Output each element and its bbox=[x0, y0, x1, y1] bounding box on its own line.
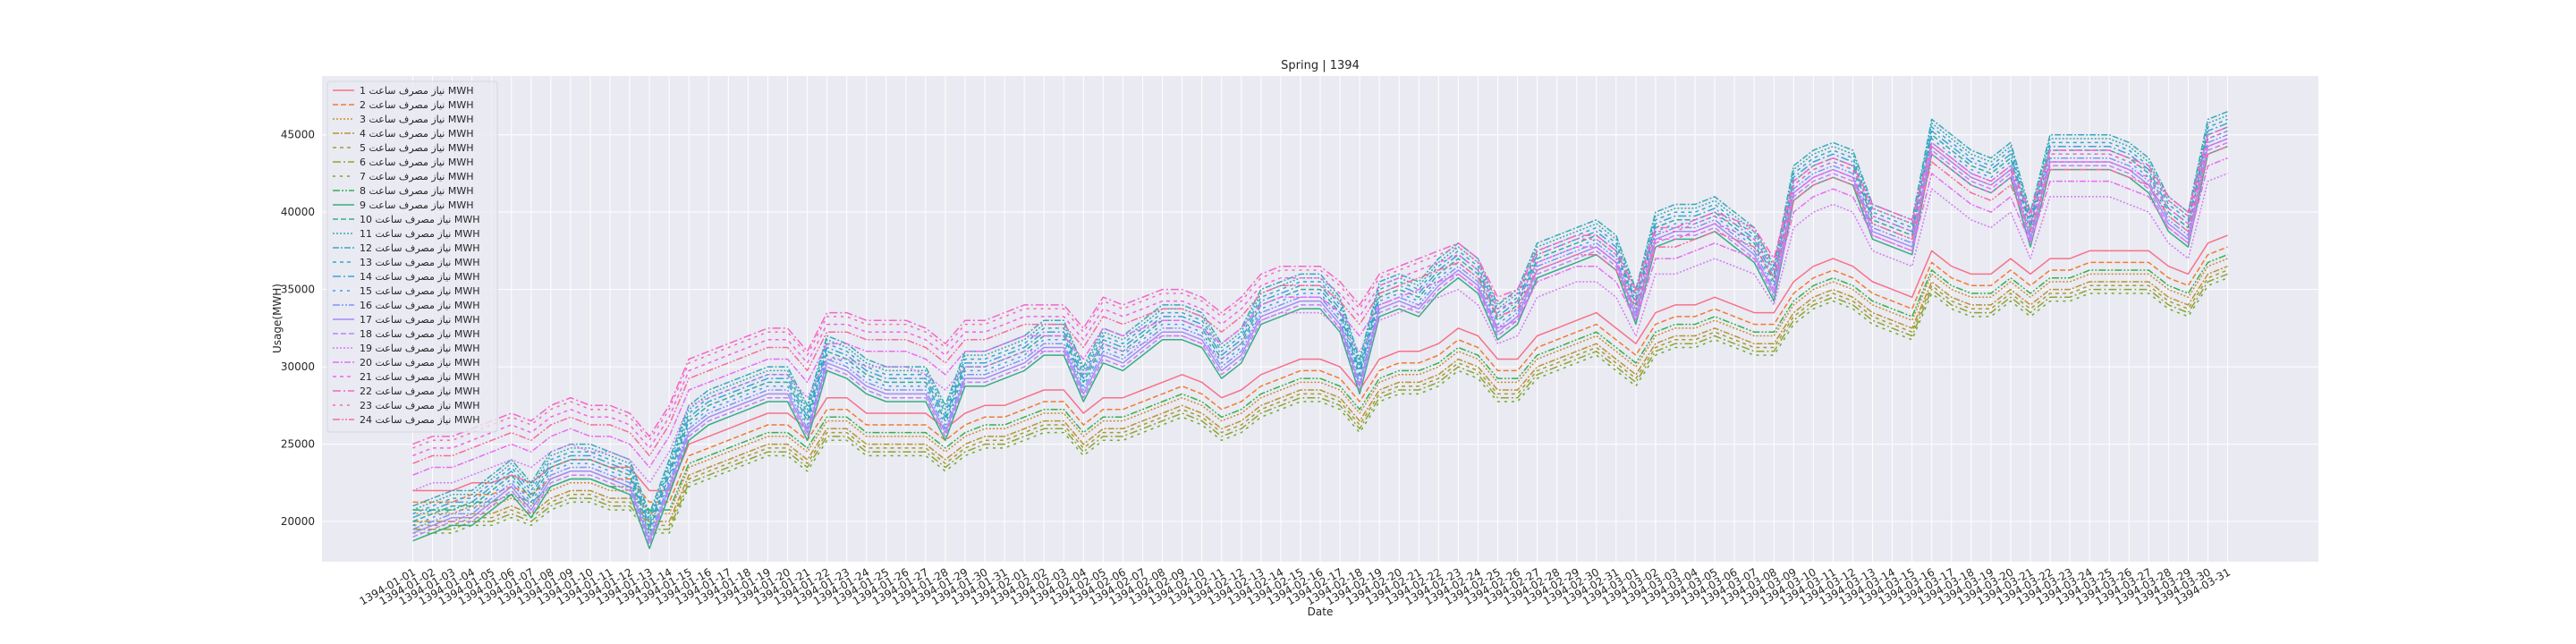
legend-box bbox=[326, 80, 498, 433]
legend-label: نیاز مصرف ساعت 4 MWH bbox=[360, 128, 474, 140]
legend-label: نیاز مصرف ساعت 14 MWH bbox=[360, 271, 480, 283]
y-tick-label: 25000 bbox=[281, 438, 315, 451]
legend-label: نیاز مصرف ساعت 12 MWH bbox=[360, 242, 480, 254]
legend-label: نیاز مصرف ساعت 10 MWH bbox=[360, 214, 480, 225]
y-tick-label: 45000 bbox=[281, 129, 315, 141]
lines bbox=[412, 111, 2228, 550]
y-tick-label: 30000 bbox=[281, 360, 315, 373]
series-line bbox=[412, 141, 2228, 546]
legend-label: نیاز مصرف ساعت 19 MWH bbox=[360, 343, 480, 354]
x-axis-label: Date bbox=[1308, 606, 1334, 618]
series-line bbox=[412, 126, 2228, 445]
legend-label: نیاز مصرف ساعت 6 MWH bbox=[360, 157, 474, 168]
legend-label: نیاز مصرف ساعت 8 MWH bbox=[360, 185, 474, 197]
series-line bbox=[412, 246, 2228, 504]
legend: نیاز مصرف ساعت 1 MWH نیاز مصرف ساعت 2 MWH… bbox=[326, 80, 498, 433]
legend-label: نیاز مصرف ساعت 20 MWH bbox=[360, 357, 480, 369]
legend-label: نیاز مصرف ساعت 22 MWH bbox=[360, 386, 480, 397]
legend-label: نیاز مصرف ساعت 3 MWH bbox=[360, 114, 474, 125]
y-axis-label: Usage(MWH) bbox=[271, 284, 284, 353]
series-line bbox=[412, 173, 2228, 492]
legend-label: نیاز مصرف ساعت 16 MWH bbox=[360, 300, 480, 311]
series-line bbox=[412, 138, 2228, 457]
series-line bbox=[412, 157, 2228, 476]
legend-label: نیاز مصرف ساعت 11 MWH bbox=[360, 228, 480, 240]
series-line bbox=[412, 111, 2228, 515]
series-line bbox=[412, 130, 2228, 449]
legend-label: نیاز مصرف ساعت 17 MWH bbox=[360, 314, 480, 326]
series-line bbox=[412, 254, 2228, 511]
series-line bbox=[412, 266, 2228, 522]
y-tick-label: 20000 bbox=[281, 515, 315, 528]
legend-label: نیاز مصرف ساعت 24 MWH bbox=[360, 414, 480, 426]
y-tick-label: 40000 bbox=[281, 206, 315, 218]
legend-label: نیاز مصرف ساعت 23 MWH bbox=[360, 400, 480, 411]
series-line bbox=[412, 234, 2228, 492]
series-line bbox=[412, 134, 2228, 538]
legend-label: نیاز مصرف ساعت 21 MWH bbox=[360, 371, 480, 383]
series-line bbox=[412, 269, 2228, 527]
legend-label: نیاز مصرف ساعت 7 MWH bbox=[360, 171, 474, 182]
legend-label: نیاز مصرف ساعت 5 MWH bbox=[360, 142, 474, 154]
legend-label: نیاز مصرف ساعت 1 MWH bbox=[360, 85, 474, 97]
series-line bbox=[412, 146, 2228, 464]
y-tick-label: 35000 bbox=[281, 284, 315, 296]
legend-label: نیاز مصرف ساعت 18 MWH bbox=[360, 328, 480, 340]
chart-title: Spring | 1394 bbox=[1281, 59, 1360, 72]
series-line bbox=[412, 123, 2228, 527]
legend-label: نیاز مصرف ساعت 13 MWH bbox=[360, 257, 480, 268]
legend-label: نیاز مصرف ساعت 9 MWH bbox=[360, 199, 474, 211]
series-line bbox=[412, 258, 2228, 515]
series-line bbox=[412, 277, 2228, 534]
legend-label: نیاز مصرف ساعت 15 MWH bbox=[360, 285, 480, 297]
legend-label: نیاز مصرف ساعت 2 MWH bbox=[360, 99, 474, 111]
